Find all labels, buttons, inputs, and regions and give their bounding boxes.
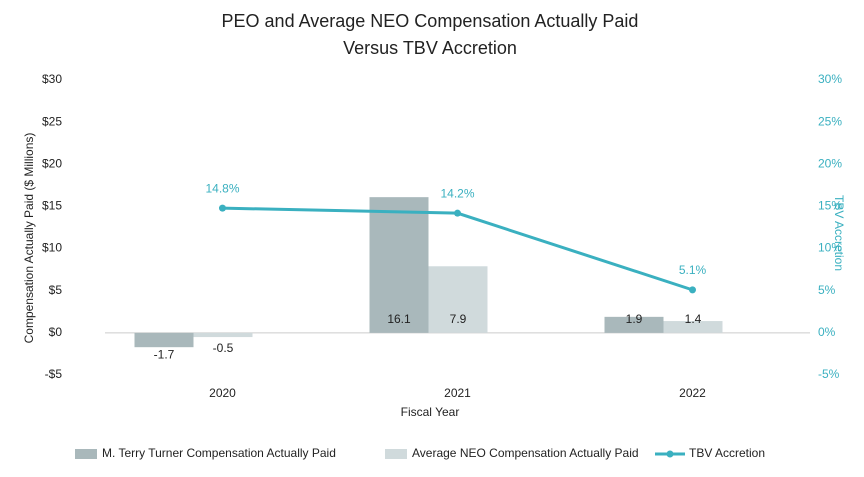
- line-point: [454, 209, 461, 217]
- chart-title: Versus TBV Accretion: [343, 38, 517, 58]
- y2-tick-label: 15%: [818, 199, 842, 213]
- y-tick-label: $5: [49, 283, 63, 297]
- bar: [604, 316, 664, 333]
- y2-tick-label: 30%: [818, 72, 842, 86]
- y2-tick-label: 20%: [818, 156, 842, 170]
- y-tick-label: $10: [42, 241, 62, 255]
- x-tick-label: 2020: [209, 386, 236, 400]
- legend-swatch: [385, 449, 407, 459]
- y-tick-label: $30: [42, 72, 62, 86]
- bar: [663, 321, 723, 333]
- bar: [428, 266, 488, 333]
- y2-tick-label: 25%: [818, 114, 842, 128]
- y-tick-label: $20: [42, 156, 62, 170]
- y2-tick-label: -5%: [818, 367, 840, 381]
- legend-swatch: [666, 450, 674, 458]
- x-tick-label: 2022: [679, 386, 706, 400]
- y2-tick-label: 5%: [818, 283, 836, 297]
- line-point: [219, 204, 226, 212]
- y-tick-label: $15: [42, 199, 62, 213]
- data-label: 14.8%: [205, 181, 239, 195]
- y2-tick-label: 0%: [818, 325, 836, 339]
- data-label: 1.4: [685, 312, 702, 326]
- data-label: 14.2%: [440, 186, 474, 200]
- bar: [369, 197, 429, 333]
- line-point: [689, 286, 696, 294]
- legend-label: Average NEO Compensation Actually Paid: [412, 446, 639, 460]
- bar: [134, 332, 194, 348]
- legend-label: M. Terry Turner Compensation Actually Pa…: [102, 446, 336, 460]
- y-tick-label: -$5: [45, 367, 63, 381]
- chart-title: PEO and Average NEO Compensation Actuall…: [222, 11, 639, 31]
- legend-label: TBV Accretion: [689, 446, 765, 460]
- data-label: -1.7: [154, 347, 175, 361]
- data-label: 7.9: [450, 312, 467, 326]
- data-label: 1.9: [626, 312, 643, 326]
- legend-swatch: [75, 449, 97, 459]
- data-label: -0.5: [213, 341, 234, 355]
- y-axis-label: Compensation Actually Paid ($ Millions): [22, 133, 36, 344]
- y-tick-label: $0: [49, 325, 63, 339]
- y2-tick-label: 10%: [818, 241, 842, 255]
- data-label: 5.1%: [679, 263, 707, 277]
- x-axis-label: Fiscal Year: [401, 405, 460, 419]
- y2-axis-label: TBV Accretion: [832, 195, 846, 271]
- x-tick-label: 2021: [444, 386, 471, 400]
- bar: [193, 332, 253, 338]
- y-tick-label: $25: [42, 114, 62, 128]
- data-label: 16.1: [387, 312, 411, 326]
